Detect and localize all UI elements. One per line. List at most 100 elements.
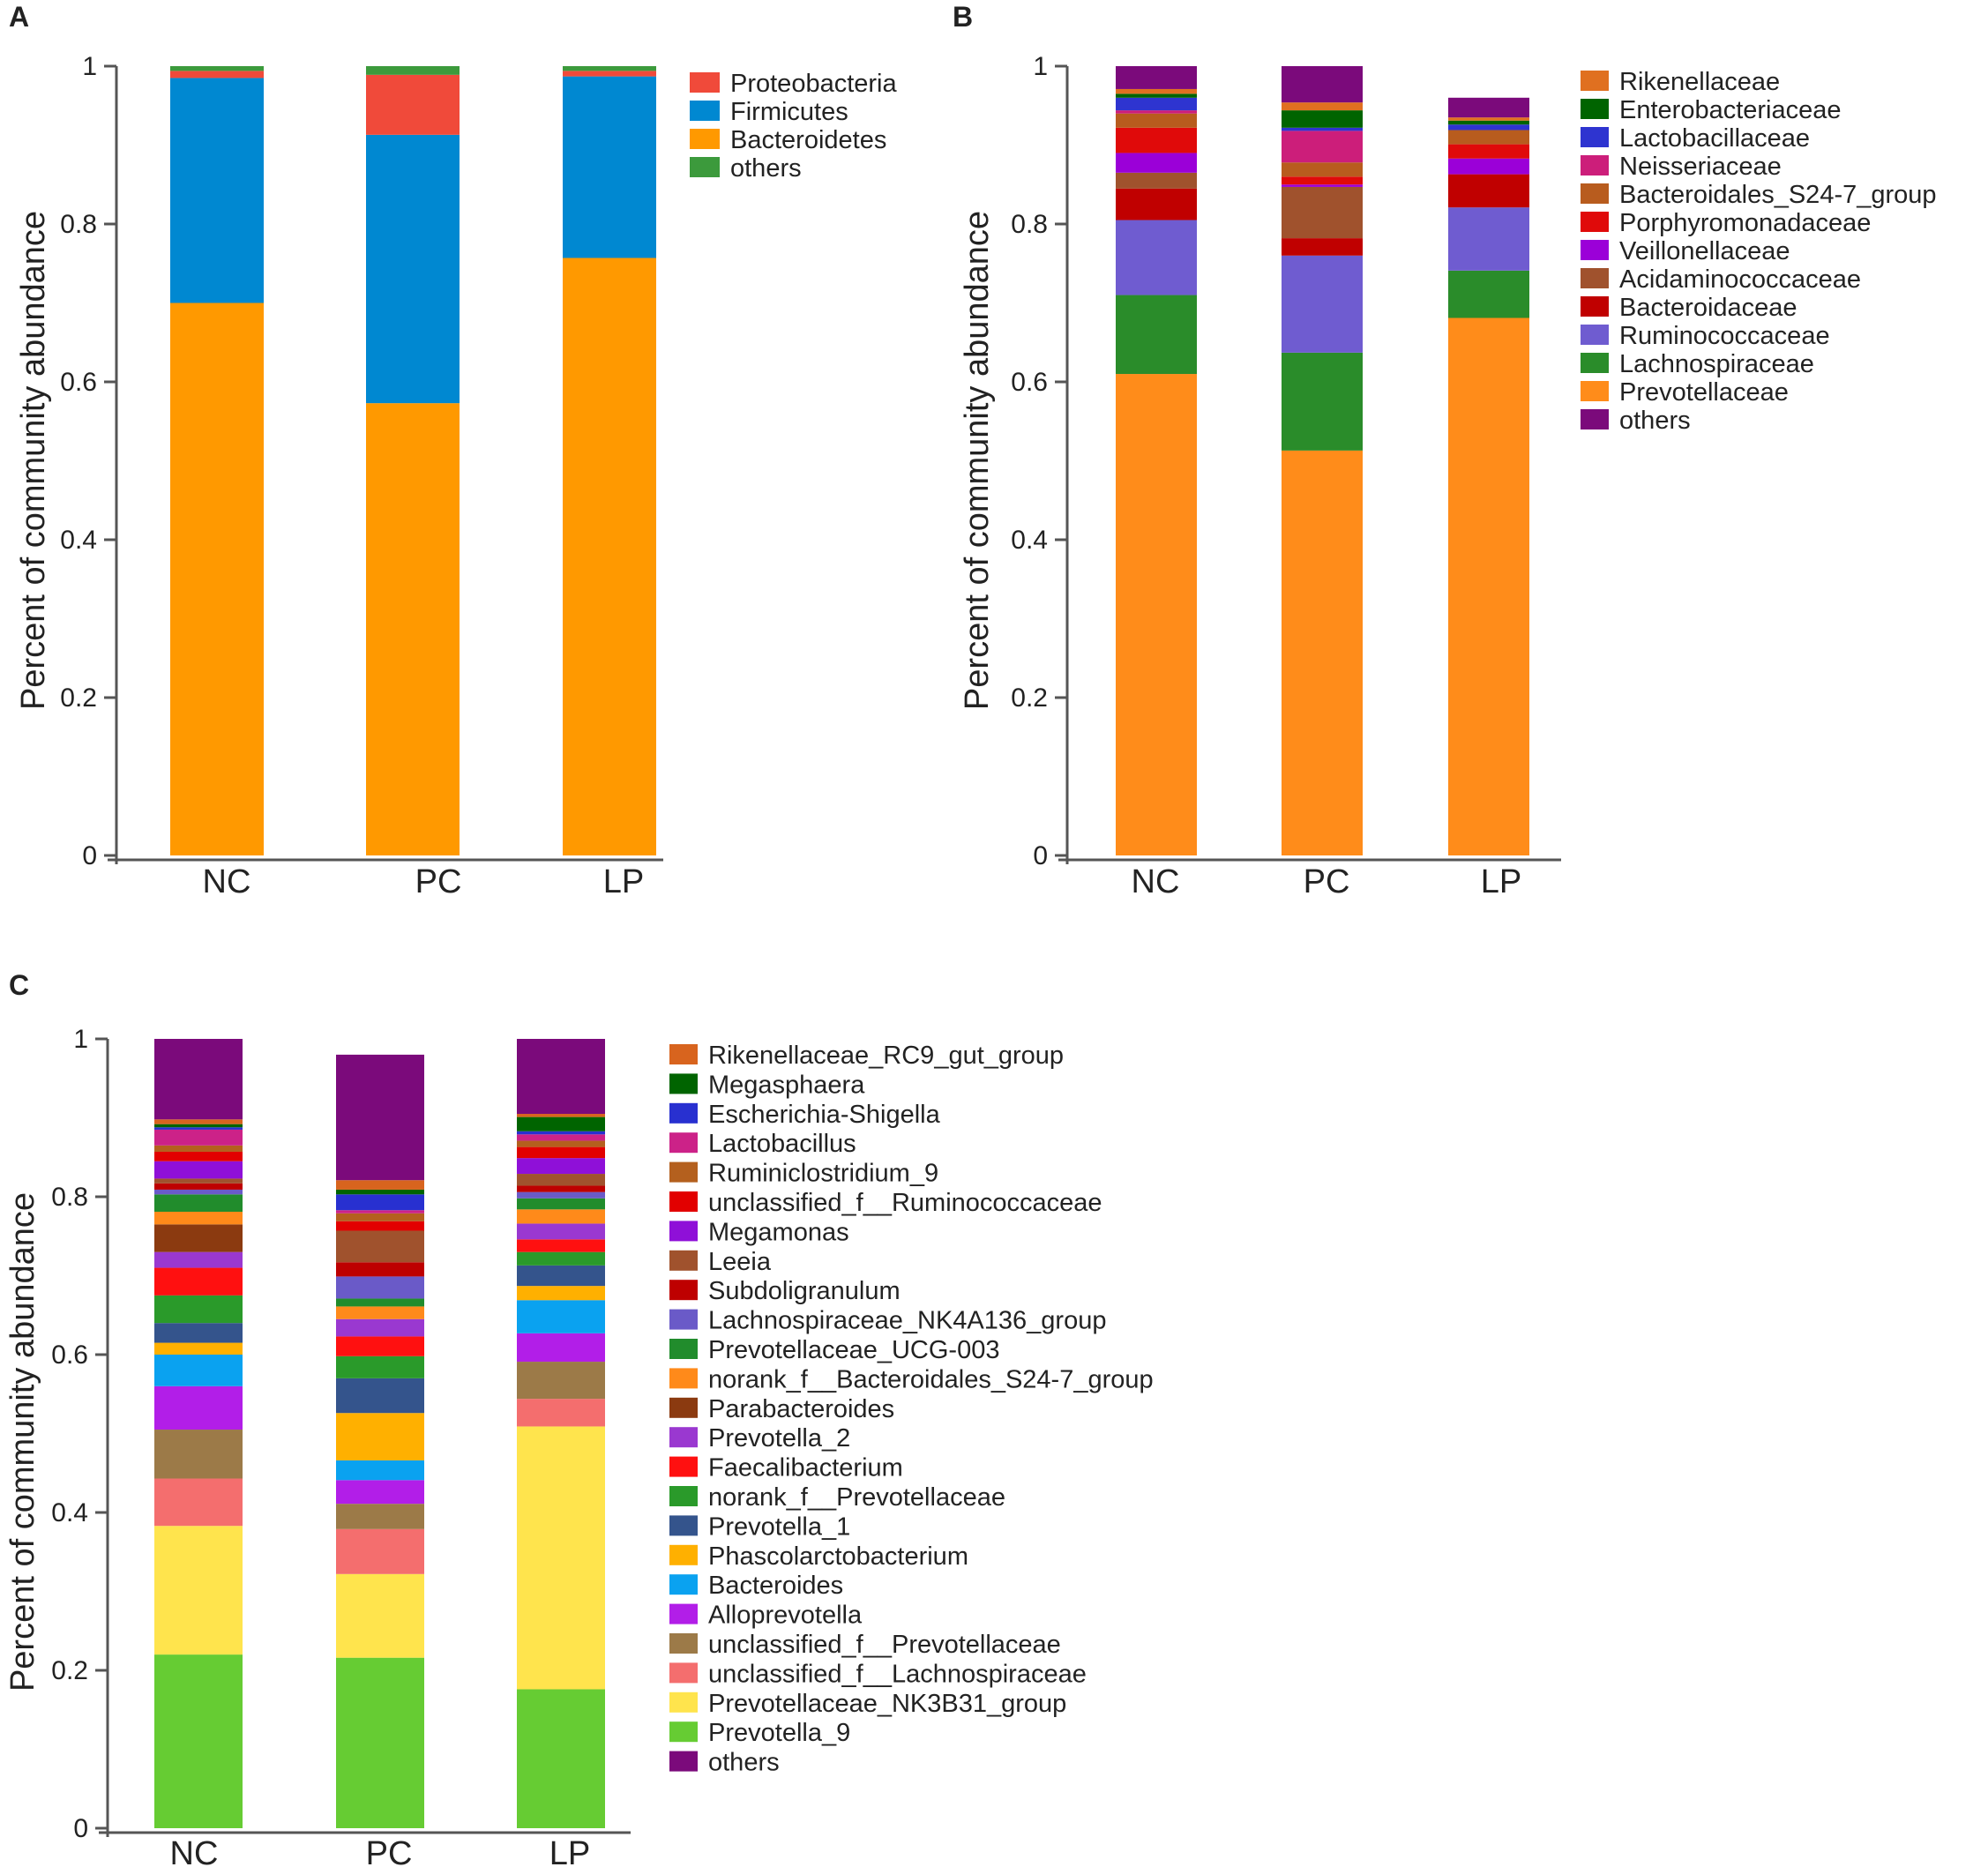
legend-swatch-faecalibacterium [669,1456,698,1477]
bar-segment-nc-unclassified-f-lachnospiraceae [154,1478,243,1527]
legend-label-prevotella-9: Prevotella_9 [708,1719,850,1747]
legend-label-leeia: Leeia [708,1248,772,1276]
bar-segment-nc-lactobacillus [154,1129,243,1146]
bar-segment-lp-others [563,66,656,71]
bar-segment-pc-prevotella-9 [336,1657,424,1828]
y-tick-label-2: 0.4 [1011,526,1048,555]
legend-label-proteobacteria: Proteobacteria [730,70,897,98]
bar-segment-pc-others [366,66,460,75]
y-tick-label-1: 0.2 [1011,683,1048,713]
legend-swatch-bacteroidetes [690,129,720,149]
bar-segment-pc-rikenellaceae-rc9-gut-group [336,1180,424,1190]
bar-segment-nc-megasphaera [154,1124,243,1128]
y-tick-label-1: 0.2 [51,1656,88,1685]
bar-segment-nc-bacteroidetes [170,302,264,855]
legend-swatch-others [669,1751,698,1772]
legend-swatch-prevotella-9 [669,1721,698,1743]
bar-segment-nc-lachnospiraceae-nk4a136-group [154,1189,243,1195]
legend-swatch-prevotellaceae-ucg-003 [669,1339,698,1359]
y-tick-label-1: 0.2 [60,683,97,713]
bar-segment-nc-prevotella-1 [154,1323,243,1343]
bar-segment-pc-unclassified-f-ruminococcaceae [336,1221,424,1231]
x-tick-label-nc: NC [203,863,251,900]
bar-segment-lp-prevotellaceae-ucg-003 [517,1198,605,1210]
bar-segment-lp-enterobacteriaceae [1448,120,1529,125]
legend-label-others: others [1619,407,1691,435]
legend-swatch-phascolarctobacterium [669,1544,698,1565]
legend-label-veillonellaceae: Veillonellaceae [1619,237,1790,265]
bar-segment-nc-ruminococcaceae [1116,220,1197,295]
y-tick-label-5: 1 [73,1025,88,1054]
bar-segment-nc-veillonellaceae [1116,153,1197,173]
bar-segment-pc-leeia [336,1230,424,1263]
bar-segment-lp-norank-f-prevotellaceae [517,1251,605,1266]
bar-segment-pc-phascolarctobacterium [336,1413,424,1460]
bar-segment-nc-prevotella-2 [154,1251,243,1268]
panel-c-axes: NC PC LP 0 0.2 0.4 0.6 0.8 1 Percent of community… [4,1025,631,1867]
legend-label-prevotellaceae-nk3b31-group: Prevotellaceae_NK3B31_group [708,1690,1066,1718]
x-tick-label-lp: LP [603,863,644,900]
bar-segment-pc-rikenellaceae [1282,102,1363,111]
legend-swatch-unclassified-f-lachnospiraceae [669,1662,698,1684]
bar-segment-nc-norank-f-bacteroidales-s24-7-group [154,1212,243,1225]
bar-segment-lp-faecalibacterium [517,1239,605,1252]
bar-segment-pc-ruminococcaceae [1282,255,1363,353]
bar-segment-nc-ruminiclostridium-9 [154,1145,243,1152]
legend-label-others: others [708,1749,780,1777]
y-tick-label-4: 0.8 [60,210,97,239]
bar-segment-lp-rikenellaceae [1448,117,1529,121]
legend-label-others: others [730,154,802,183]
legend-label-enterobacteriaceae: Enterobacteriaceae [1619,96,1842,124]
legend-swatch-proteobacteria [690,72,720,93]
legend-label-rikenellaceae: Rikenellaceae [1619,68,1780,96]
bar-segment-lp-prevotellaceae-nk3b31-group [517,1426,605,1690]
legend-label-ruminococcaceae: Ruminococcaceae [1619,322,1830,350]
y-tick-label-5: 1 [82,52,97,81]
legend-label-escherichia-shigella: Escherichia-Shigella [708,1101,941,1129]
legend-label-lactobacillus: Lactobacillus [708,1130,856,1158]
legend-swatch-unclassified-f-ruminococcaceae [669,1191,698,1212]
legend-label-lachnospiraceae-nk4a136-group: Lachnospiraceae_NK4A136_group [708,1307,1106,1335]
bar-segment-pc-porphyromonadaceae [1282,176,1363,185]
y-tick-label-3: 0.6 [60,368,97,397]
legend-swatch-bacteroidaceae [1581,296,1609,317]
legend-swatch-veillonellaceae [1581,240,1609,260]
bar-segment-pc-alloprevotella [336,1480,424,1505]
bar-segment-lp-leeia [517,1174,605,1186]
bar-segment-nc-leeia [154,1178,243,1184]
legend-label-norank-f-prevotellaceae: norank_f__Prevotellaceae [708,1483,1005,1512]
bar-segment-lp-rikenellaceae-rc9-gut-group [517,1114,605,1117]
bar-segment-pc-others [336,1054,424,1181]
legend-label-megamonas: Megamonas [708,1218,849,1246]
panel-c-letter: C [9,969,29,1001]
legend-swatch-others [1581,409,1609,429]
panel-b-legend: RikenellaceaeEnterobacteriaceaeLactobaci… [1581,68,1937,435]
legend-swatch-rikenellaceae [1581,71,1609,91]
bar-segment-pc-norank-f-prevotellaceae [336,1355,424,1378]
y-tick-label-5: 1 [1033,52,1048,81]
bar-segment-pc-norank-f-bacteroidales-s24-7-group [336,1306,424,1319]
bar-segment-nc-phascolarctobacterium [154,1342,243,1355]
bar-segment-nc-lachnospiraceae [1116,295,1197,375]
bar-segment-pc-subdoligranulum [336,1262,424,1277]
legend-swatch-megamonas [669,1221,698,1242]
bar-segment-nc-bacteroides [154,1355,243,1386]
bar-segment-nc-rikenellaceae-rc9-gut-group [154,1119,243,1124]
y-axis-label: Percent of community abundance [959,211,996,710]
legend-swatch-escherichia-shigella [669,1102,698,1124]
bar-segment-nc-rikenellaceae [1116,88,1197,94]
bar-segment-pc-proteobacteria [366,74,460,135]
bar-segment-lp-bacteroidales-s24-7-group [1448,130,1529,145]
legend-swatch-firmicutes [690,101,720,121]
panel-c: C NC PC LP 0 0.2 0.4 0.6 0.8 1 Percent of communi… [4,969,1154,1867]
legend-label-firmicutes: Firmicutes [730,98,848,126]
bar-segment-lp-proteobacteria [563,71,656,77]
bar-segment-nc-others [170,66,264,71]
bar-segment-nc-prevotellaceae-nk3b31-group [154,1526,243,1655]
bar-segment-lp-ruminiclostridium-9 [517,1140,605,1147]
legend-label-neisseriaceae: Neisseriaceae [1619,153,1782,181]
bar-segment-pc-prevotella-1 [336,1378,424,1414]
legend-swatch-prevotella-1 [669,1515,698,1536]
bar-segment-pc-megasphaera [336,1189,424,1195]
legend-label-prevotellaceae: Prevotellaceae [1619,378,1789,407]
